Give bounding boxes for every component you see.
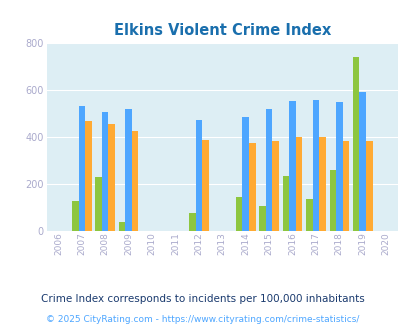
Bar	[119, 222, 125, 231]
Bar	[305, 199, 312, 231]
Bar	[272, 141, 278, 231]
Bar	[248, 143, 255, 231]
Title: Elkins Violent Crime Index: Elkins Violent Crime Index	[113, 22, 330, 38]
Bar	[132, 131, 138, 231]
Bar	[329, 170, 335, 231]
Bar	[365, 141, 372, 231]
Bar	[282, 176, 288, 231]
Bar	[235, 197, 242, 231]
Bar	[85, 121, 92, 231]
Bar	[108, 123, 115, 231]
Bar	[95, 177, 102, 231]
Bar	[259, 206, 265, 231]
Text: Crime Index corresponds to incidents per 100,000 inhabitants: Crime Index corresponds to incidents per…	[41, 294, 364, 304]
Bar	[335, 102, 342, 231]
Bar	[342, 141, 348, 231]
Bar	[265, 109, 272, 231]
Bar	[288, 101, 295, 231]
Bar	[312, 100, 318, 231]
Bar	[202, 140, 208, 231]
Bar	[352, 57, 358, 231]
Bar	[78, 106, 85, 231]
Bar	[295, 137, 302, 231]
Bar	[125, 109, 132, 231]
Bar	[189, 214, 195, 231]
Bar	[358, 92, 365, 231]
Bar	[318, 137, 325, 231]
Text: © 2025 CityRating.com - https://www.cityrating.com/crime-statistics/: © 2025 CityRating.com - https://www.city…	[46, 315, 359, 324]
Bar	[242, 117, 248, 231]
Bar	[195, 120, 202, 231]
Bar	[102, 112, 108, 231]
Bar	[72, 201, 78, 231]
